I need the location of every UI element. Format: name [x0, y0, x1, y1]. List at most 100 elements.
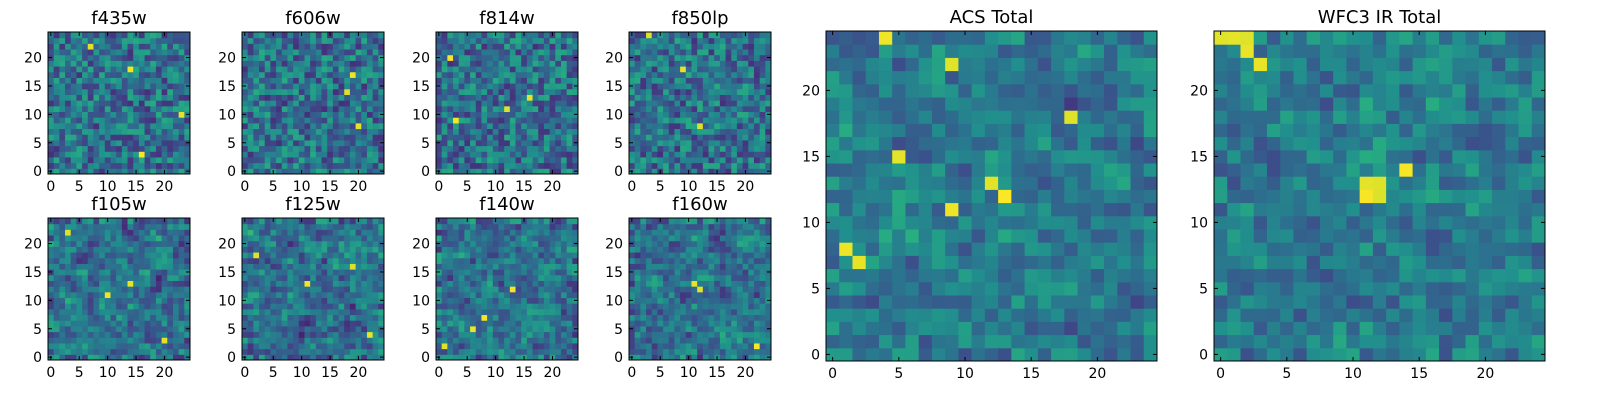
heatmap-cell: [725, 88, 732, 95]
heatmap-cell: [526, 71, 534, 78]
heatmap-cell: [634, 342, 641, 350]
heatmap-cell: [378, 32, 385, 39]
heatmap-cell: [155, 252, 163, 259]
heatmap-cell: [82, 257, 89, 264]
heatmap-cell: [475, 320, 482, 327]
heatmap-cell: [366, 32, 374, 39]
heatmap-cell: [121, 83, 129, 90]
heatmap-cell: [498, 342, 505, 350]
heatmap-cell: [93, 235, 100, 242]
y-tick-label: 20: [218, 51, 236, 67]
heatmap-cell: [515, 314, 522, 321]
heatmap-cell: [298, 105, 305, 113]
heatmap-cell: [327, 94, 334, 101]
heatmap-cell: [150, 252, 157, 259]
heatmap-cell: [178, 269, 185, 276]
heatmap-cell: [702, 274, 710, 281]
heatmap-cell: [549, 60, 556, 67]
heatmap-cell: [338, 240, 345, 247]
heatmap-cell: [349, 145, 357, 152]
heatmap-cell: [76, 122, 83, 130]
heatmap-cell: [487, 320, 494, 327]
heatmap-cell: [361, 111, 368, 118]
heatmap-cell: [753, 134, 761, 141]
heatmap-cell: [70, 263, 77, 270]
heatmap-cell: [349, 348, 357, 355]
heatmap-cell: [121, 229, 129, 236]
heatmap-cell: [674, 145, 681, 152]
heatmap-cell: [287, 303, 294, 310]
heatmap-cell: [509, 325, 517, 333]
heatmap-cell: [293, 54, 300, 61]
heatmap-cell: [521, 162, 528, 169]
heatmap-cell: [464, 128, 471, 135]
heatmap-cell: [378, 314, 385, 321]
y-tick-label: 15: [218, 265, 236, 281]
heatmap-cell: [663, 168, 670, 175]
heatmap-cell: [247, 308, 254, 316]
heatmap-cell: [555, 348, 562, 355]
heatmap-cell: [492, 83, 499, 90]
heatmap-cell: [685, 337, 692, 344]
heatmap-cell: [691, 320, 698, 327]
heatmap-cell: [82, 348, 89, 355]
heatmap-cell: [765, 88, 772, 95]
heatmap-cell: [742, 320, 749, 327]
heatmap-cell: [453, 88, 460, 95]
heatmap-cell: [253, 354, 260, 361]
x-tick-label: 0: [46, 365, 55, 381]
heatmap-cell: [458, 60, 465, 67]
heatmap-cell: [504, 71, 511, 78]
heatmap-cell: [270, 139, 277, 147]
heatmap-cell: [736, 94, 744, 101]
heatmap-cell: [76, 286, 83, 293]
heatmap-cell: [526, 320, 534, 327]
heatmap-cell: [110, 88, 117, 95]
heatmap-cell: [657, 122, 664, 130]
heatmap-cell: [487, 342, 494, 350]
heatmap-cell: [99, 229, 106, 236]
heatmap-cell: [458, 286, 465, 293]
heatmap-cell: [361, 100, 368, 107]
heatmap-cell: [93, 348, 100, 355]
heatmap-cell: [161, 88, 168, 95]
heatmap-cell: [629, 274, 636, 281]
heatmap-cell: [53, 314, 60, 321]
heatmap-cell: [492, 156, 499, 164]
heatmap-cell: [714, 134, 721, 141]
heatmap-cell: [116, 77, 123, 84]
heatmap-cell: [657, 37, 664, 44]
heatmap-cell: [481, 252, 488, 259]
heatmap-cell: [172, 348, 180, 355]
heatmap-cell: [247, 145, 254, 152]
heatmap-cell: [48, 223, 55, 230]
heatmap-cell: [436, 314, 443, 321]
heatmap-cell: [65, 269, 72, 276]
heatmap-cell: [697, 297, 704, 304]
heatmap-cell: [634, 100, 641, 107]
heatmap-cell: [453, 303, 460, 310]
heatmap-cell: [361, 263, 368, 270]
heatmap-cell: [719, 77, 727, 84]
heatmap-cell: [538, 229, 545, 236]
heatmap-cell: [270, 145, 277, 152]
heatmap-cell: [70, 348, 77, 355]
heatmap-cell: [253, 252, 260, 259]
heatmap-cell: [76, 83, 83, 90]
heatmap-cell: [133, 139, 140, 147]
heatmap-cell: [742, 286, 749, 293]
heatmap-cell: [349, 162, 357, 169]
heatmap-cell: [441, 83, 448, 90]
heatmap-cell: [651, 168, 658, 175]
heatmap-cell: [748, 111, 755, 118]
heatmap-cell: [310, 60, 317, 67]
heatmap-cell: [549, 286, 556, 293]
heatmap-cell: [281, 66, 288, 73]
heatmap-cell: [470, 111, 477, 118]
heatmap-cell: [441, 37, 448, 44]
heatmap-cell: [736, 32, 744, 39]
heatmap-cell: [167, 100, 174, 107]
heatmap-cell: [355, 134, 362, 141]
heatmap-cell: [247, 134, 254, 141]
heatmap-cell: [549, 342, 556, 350]
